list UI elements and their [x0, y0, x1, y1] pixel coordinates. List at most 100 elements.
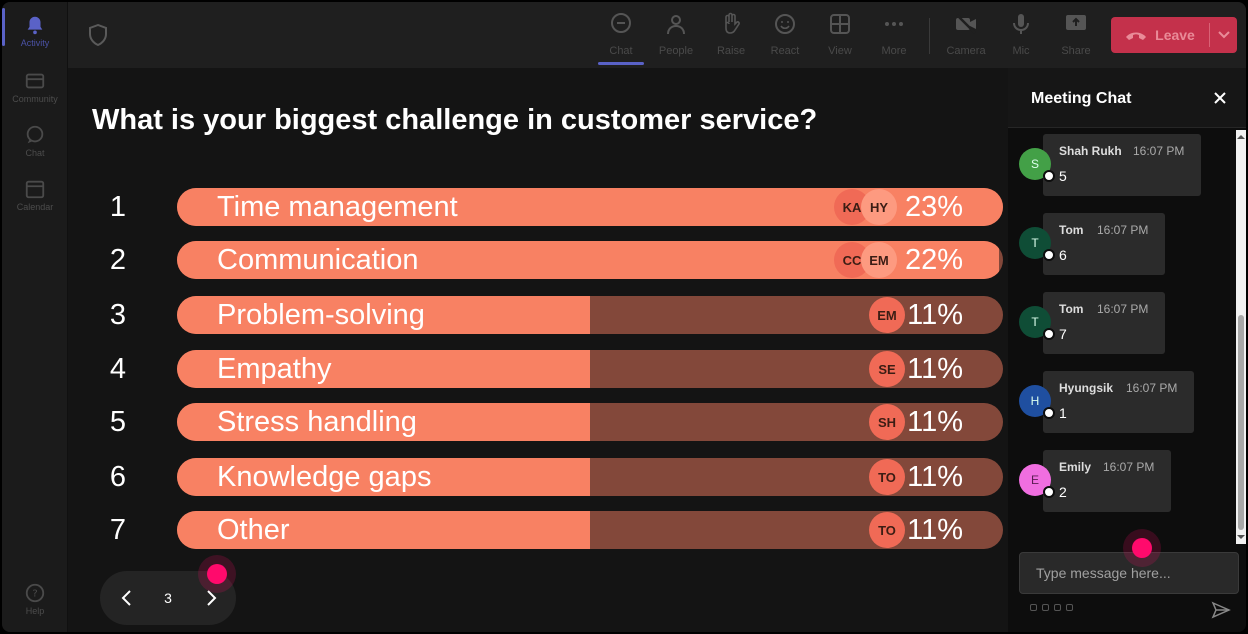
- format-icon[interactable]: [1030, 604, 1037, 611]
- rail-item-activity[interactable]: Activity: [2, 8, 68, 58]
- rail-item-calendar[interactable]: Calendar: [2, 172, 68, 222]
- leave-options-button[interactable]: [1211, 17, 1237, 53]
- community-icon: [25, 73, 45, 89]
- presence-status-icon: [1043, 328, 1055, 340]
- toolbar-label: View: [828, 45, 852, 57]
- emoji-icon[interactable]: [1054, 604, 1061, 611]
- poll-result-fill: [177, 350, 590, 388]
- scrollbar-thumb[interactable]: [1238, 315, 1244, 530]
- toolbar-mic-button[interactable]: Mic: [994, 12, 1048, 64]
- poll-option-label: Communication: [217, 244, 419, 276]
- poll-option-percent: 11%: [907, 353, 963, 385]
- poll-option-label: Other: [217, 514, 290, 546]
- message-author: Tom: [1059, 302, 1084, 316]
- leave-button-group: Leave: [1111, 17, 1237, 53]
- chat-message: Emily 16:07 PM 2 E: [1008, 450, 1234, 514]
- chat-scrollbar[interactable]: [1236, 130, 1246, 544]
- share-screen-icon: [1066, 15, 1086, 30]
- leave-divider: [1209, 23, 1210, 47]
- avatar[interactable]: H: [1019, 385, 1051, 417]
- poll-option-percent: 23%: [904, 191, 963, 223]
- toolbar-people-button[interactable]: People: [649, 12, 703, 64]
- format-toolbar: [1030, 604, 1073, 611]
- toolbar-share-button[interactable]: Share: [1049, 12, 1103, 64]
- poll-option-percent: 22%: [904, 244, 963, 276]
- hang-up-icon: [1126, 32, 1147, 40]
- chat-title: Meeting Chat: [1031, 90, 1132, 107]
- toolbar-divider: [929, 18, 930, 54]
- toolbar-chat-button[interactable]: Chat: [594, 12, 648, 64]
- chat-icon: [26, 125, 44, 144]
- poll-option-label: Empathy: [217, 353, 332, 385]
- chat-message: Tom 16:07 PM 7 T: [1008, 292, 1234, 356]
- poll-result-bar: Empathy SE 11%: [177, 350, 1003, 388]
- poll-option-label: Knowledge gaps: [217, 461, 432, 493]
- message-text: 6: [1059, 247, 1067, 263]
- rail-active-indicator: [2, 8, 5, 46]
- message-timestamp: 16:07 PM: [1133, 144, 1185, 158]
- gif-icon[interactable]: [1066, 604, 1073, 611]
- presence-status-icon: [1043, 407, 1055, 419]
- poll-result-fill: [177, 458, 590, 496]
- voter-avatar: EM: [861, 242, 897, 278]
- message-timestamp: 16:07 PM: [1103, 460, 1155, 474]
- close-icon[interactable]: [1212, 90, 1228, 106]
- poll-option-row: 4 Empathy SE 11%: [68, 349, 1008, 389]
- chevron-right-icon[interactable]: [199, 586, 223, 610]
- voter-avatar: SE: [869, 351, 905, 387]
- toolbar-raise-button[interactable]: Raise: [704, 12, 758, 64]
- toolbar-label: Camera: [946, 45, 986, 57]
- poll-option-number: 7: [109, 514, 127, 546]
- toolbar-label: Chat: [609, 45, 633, 57]
- message-bubble: Tom 16:07 PM 7: [1043, 292, 1165, 354]
- chat-message: Tom 16:07 PM 6 T: [1008, 213, 1234, 277]
- poll-option-number: 6: [109, 461, 127, 493]
- grid-view-icon: [830, 14, 850, 34]
- message-timestamp: 16:07 PM: [1126, 381, 1178, 395]
- active-tab-indicator: [598, 62, 644, 65]
- poll-option-row: 6 Knowledge gaps TO 11%: [68, 457, 1008, 497]
- rail-label: Community: [12, 94, 58, 104]
- chat-icon: [611, 13, 631, 33]
- message-timestamp: 16:07 PM: [1097, 302, 1149, 316]
- chat-message-input[interactable]: [1019, 552, 1239, 594]
- attach-icon[interactable]: [1042, 604, 1049, 611]
- chat-message-list[interactable]: Shah Rukh 16:07 PM 5 S Tom 16:07 PM 6 T Tom 16:07…: [1008, 128, 1234, 544]
- shield-icon[interactable]: [88, 24, 108, 46]
- raise-hand-icon: [725, 12, 740, 34]
- camera-off-icon: [956, 14, 976, 34]
- toolbar-more-button[interactable]: More: [867, 12, 921, 64]
- rail-item-community[interactable]: Community: [2, 64, 68, 114]
- message-text: 7: [1059, 326, 1067, 342]
- toolbar-view-button[interactable]: View: [813, 12, 867, 64]
- chat-message: Hyungsik 16:07 PM 1 H: [1008, 371, 1234, 435]
- chat-header: Meeting Chat: [1008, 68, 1246, 128]
- toolbar-react-button[interactable]: React: [758, 12, 812, 64]
- leave-button[interactable]: Leave: [1111, 17, 1209, 53]
- presence-status-icon: [1043, 486, 1055, 498]
- poll-option-row: 5 Stress handling SH 11%: [68, 402, 1008, 442]
- poll-option-number: 4: [109, 353, 127, 385]
- chevron-left-icon[interactable]: [115, 586, 139, 610]
- voter-avatar: TO: [869, 459, 905, 495]
- message-text: 5: [1059, 168, 1067, 184]
- app-rail: Activity Community Chat Calendar ? Help: [2, 2, 68, 632]
- rail-item-help[interactable]: ? Help: [2, 576, 68, 626]
- send-icon[interactable]: [1211, 600, 1231, 620]
- scroll-down-arrow-icon[interactable]: [1237, 533, 1245, 541]
- scroll-up-arrow-icon[interactable]: [1237, 133, 1245, 141]
- toolbar-label: More: [881, 45, 907, 57]
- chat-message: Shah Rukh 16:07 PM 5 S: [1008, 134, 1234, 198]
- presence-status-icon: [1043, 249, 1055, 261]
- rail-label: Help: [25, 606, 45, 616]
- poll-result-bar: Stress handling SH 11%: [177, 403, 1003, 441]
- pointer-highlight: [1132, 538, 1152, 558]
- voter-avatar: SH: [869, 404, 905, 440]
- toolbar-camera-button[interactable]: Camera: [939, 12, 993, 64]
- meeting-chat-panel: Meeting Chat Shah Rukh 16:07 PM 5 S Tom 16:07…: [1008, 68, 1246, 632]
- poll-option-row: 7 Other TO 11%: [68, 510, 1008, 550]
- poll-option-number: 5: [109, 406, 127, 438]
- poll-result-bar: Communication CC EM 22%: [177, 241, 1003, 279]
- voter-avatar: HY: [861, 189, 897, 225]
- rail-item-chat[interactable]: Chat: [2, 118, 68, 168]
